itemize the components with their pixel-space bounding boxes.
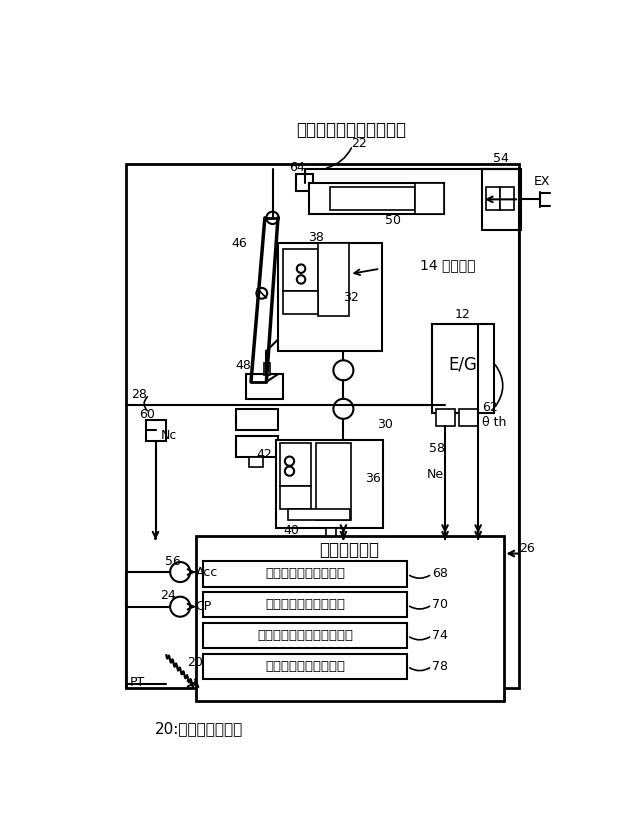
Bar (204, 622, 407, 648)
Bar (236, 436, 278, 457)
Text: 28: 28 (131, 388, 147, 402)
Bar (296, 174, 312, 191)
Bar (204, 654, 407, 679)
Text: 32: 32 (343, 291, 359, 303)
Bar (436, 409, 455, 426)
Text: E/G: E/G (448, 356, 477, 374)
Bar (500, 187, 513, 210)
Text: ストローク進行方向判定部: ストローク進行方向判定部 (257, 629, 353, 642)
Text: ストローク速度判定部: ストローク速度判定部 (266, 660, 346, 673)
Text: アクチュエータ制御部: アクチュエータ制御部 (266, 568, 346, 580)
Bar (284, 249, 318, 291)
Text: Ne: Ne (426, 468, 444, 480)
Bar (486, 187, 500, 210)
Text: 20: 20 (188, 656, 204, 669)
Text: 24: 24 (160, 590, 176, 602)
Bar (276, 439, 383, 528)
Text: 14 クラッチ: 14 クラッチ (420, 258, 476, 272)
Text: 48: 48 (236, 360, 252, 372)
Circle shape (170, 562, 190, 582)
Text: 30: 30 (377, 417, 393, 431)
Text: 22: 22 (351, 137, 367, 150)
Bar (318, 244, 349, 317)
Bar (264, 363, 270, 375)
Bar (246, 374, 283, 399)
Bar (308, 183, 444, 214)
Circle shape (266, 212, 279, 224)
Text: CP: CP (196, 601, 212, 613)
Bar (326, 528, 336, 542)
Text: クラッチアクチュエータ: クラッチアクチュエータ (296, 121, 406, 139)
Text: 62: 62 (482, 401, 498, 414)
Circle shape (285, 456, 294, 465)
Text: 64: 64 (289, 161, 305, 174)
Bar (415, 183, 444, 214)
Text: 20:クラッチペダル: 20:クラッチペダル (155, 721, 243, 736)
Bar (280, 486, 311, 509)
Text: Acc: Acc (196, 565, 218, 579)
Text: 電子制御装置: 電子制御装置 (319, 541, 380, 559)
Bar (250, 457, 263, 466)
Text: EX: EX (534, 176, 550, 188)
Text: 46: 46 (232, 237, 247, 249)
Bar (126, 164, 519, 687)
Circle shape (333, 399, 353, 419)
Text: 58: 58 (429, 443, 445, 455)
Bar (284, 291, 318, 314)
Bar (196, 536, 504, 701)
Text: PT: PT (129, 676, 145, 690)
Bar (145, 420, 166, 441)
Text: 36: 36 (365, 471, 381, 485)
Bar (236, 409, 278, 430)
Bar (316, 444, 351, 521)
Text: 40: 40 (283, 524, 299, 537)
Circle shape (170, 596, 190, 617)
Circle shape (257, 288, 267, 299)
Bar (459, 409, 478, 426)
Bar (330, 187, 415, 210)
Text: 26: 26 (519, 542, 534, 554)
Circle shape (297, 265, 305, 273)
Text: 74: 74 (432, 629, 447, 642)
Text: 42: 42 (256, 449, 272, 461)
Circle shape (297, 276, 305, 284)
Text: 78: 78 (431, 660, 447, 673)
Text: Nc: Nc (161, 429, 177, 442)
Circle shape (285, 466, 294, 475)
Text: 70: 70 (431, 598, 447, 612)
Bar (482, 169, 520, 230)
Bar (280, 444, 311, 486)
Text: 56: 56 (164, 554, 180, 568)
Text: θ th: θ th (482, 416, 506, 429)
Bar (204, 561, 407, 586)
Bar (288, 509, 349, 521)
Bar (204, 592, 407, 617)
Text: 68: 68 (432, 568, 447, 580)
Bar (432, 324, 493, 412)
Bar (278, 244, 382, 351)
Text: 54: 54 (493, 152, 509, 165)
Text: ストローク位置判定部: ストローク位置判定部 (266, 598, 346, 612)
Text: 12: 12 (455, 308, 470, 322)
Circle shape (333, 360, 353, 381)
Text: 38: 38 (308, 231, 324, 244)
Text: 50: 50 (385, 213, 401, 227)
Text: 60: 60 (139, 408, 155, 422)
